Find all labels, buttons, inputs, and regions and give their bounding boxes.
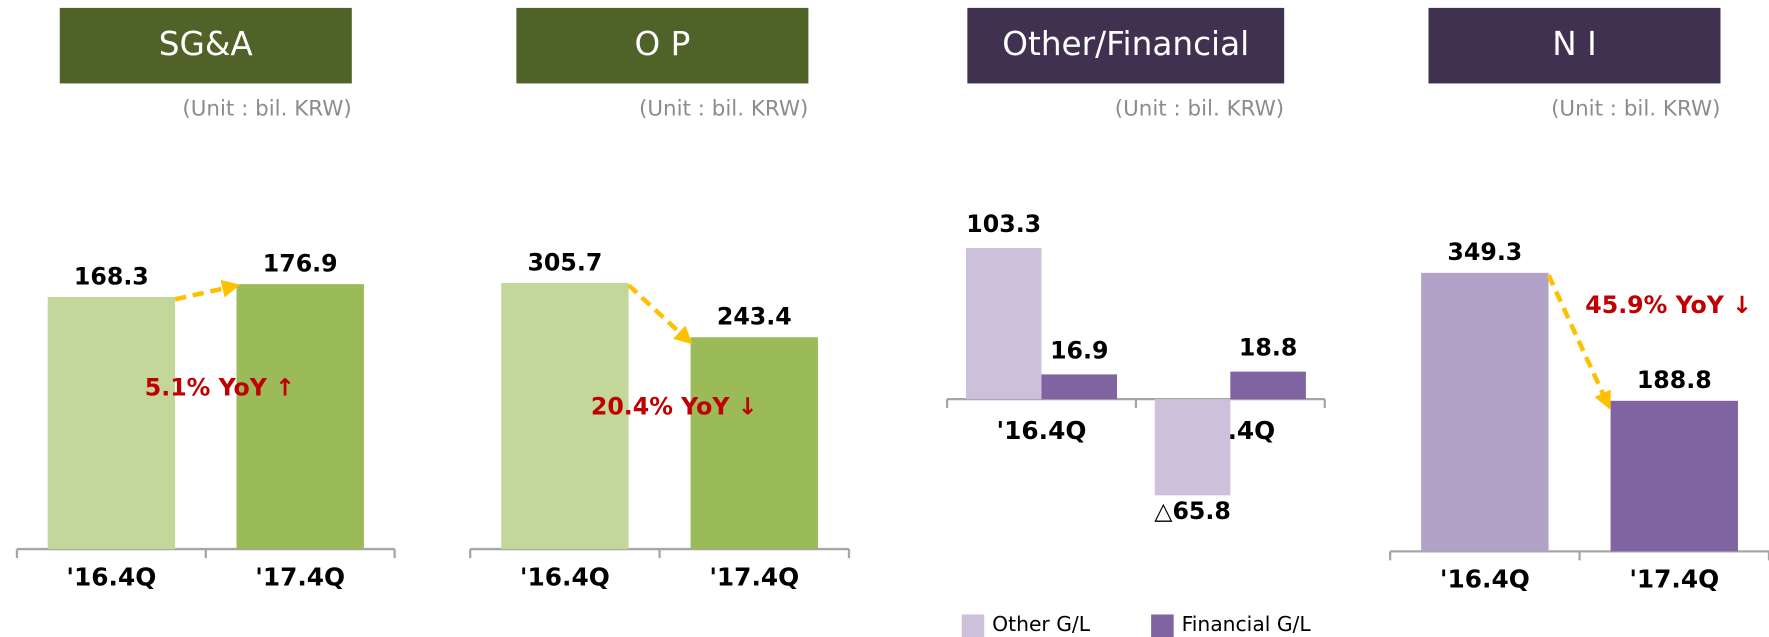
- value-label: 103.3: [966, 210, 1041, 238]
- bar: [501, 282, 629, 550]
- value-label: 305.7: [527, 248, 602, 276]
- legend-label: Other G/L: [992, 612, 1091, 636]
- bar: [965, 248, 1042, 400]
- yoy-annotation: 20.4% YoY ↓: [591, 393, 758, 421]
- value-label: 243.4: [717, 303, 792, 331]
- panel-title: Other/Financial: [1002, 25, 1249, 63]
- bar: [1230, 371, 1306, 400]
- x-tick-label: '16.4Q: [520, 562, 610, 591]
- unit-label: (Unit : bil. KRW): [1115, 96, 1284, 121]
- unit-label: (Unit : bil. KRW): [182, 96, 351, 121]
- trend-arrow: [1546, 274, 1611, 410]
- bar: [1610, 400, 1738, 552]
- bar: [1421, 272, 1549, 552]
- bar: [47, 296, 176, 550]
- x-tick-label: '16.4Q: [66, 562, 156, 591]
- value-label: 349.3: [1447, 238, 1522, 266]
- panel-title: O P: [634, 25, 690, 63]
- header-box: [516, 7, 809, 84]
- value-label: 16.9: [1050, 336, 1108, 364]
- yoy-annotation: 5.1% YoY ↑: [145, 373, 295, 401]
- panel-title: N I: [1552, 25, 1596, 63]
- bar: [236, 284, 364, 550]
- header-box: [967, 7, 1285, 84]
- header-box: [59, 7, 352, 84]
- value-label: 176.9: [263, 249, 338, 277]
- bar: [1154, 399, 1231, 496]
- value-label: 18.8: [1239, 334, 1297, 362]
- legend-swatch: [1151, 614, 1174, 637]
- bar: [690, 337, 818, 550]
- x-tick-label: '17.4Q: [1629, 565, 1719, 594]
- x-tick-label: '16.4Q: [1440, 565, 1530, 594]
- legend-label: Financial G/L: [1182, 612, 1312, 636]
- value-label: △65.8: [1154, 497, 1231, 525]
- x-tick-label: '17.4Q: [255, 562, 345, 591]
- value-label: 188.8: [1637, 366, 1712, 394]
- header-box: [1428, 7, 1721, 84]
- trend-arrow: [174, 279, 241, 302]
- legend-swatch: [961, 614, 985, 637]
- unit-label: (Unit : bil. KRW): [639, 96, 808, 121]
- bar: [1041, 374, 1118, 400]
- x-tick-label: '17.4Q: [709, 562, 799, 591]
- trend-arrow: [627, 283, 693, 345]
- unit-label: (Unit : bil. KRW): [1551, 96, 1720, 121]
- x-tick-label: '16.4Q: [997, 416, 1087, 445]
- yoy-annotation: 45.9% YoY ↓: [1585, 291, 1752, 319]
- value-label: 168.3: [74, 262, 149, 290]
- panel-title: SG&A: [159, 25, 254, 63]
